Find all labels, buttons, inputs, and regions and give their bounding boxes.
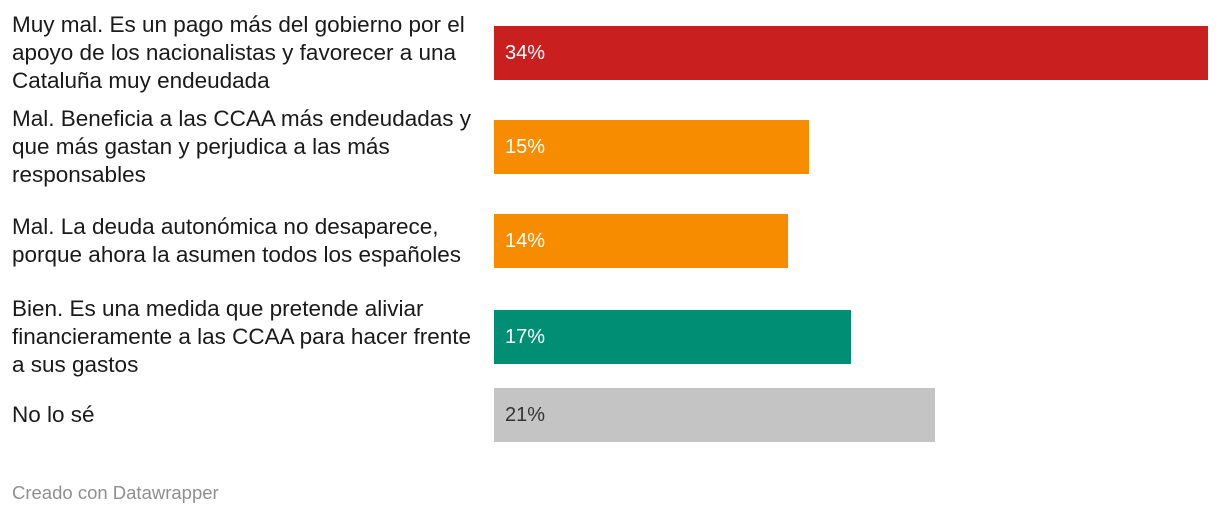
credit-footer: Creado con Datawrapper	[12, 482, 219, 503]
value-label: 15%	[505, 135, 546, 158]
bar-row: Mal. Beneficia a las CCAA más endeudadas…	[0, 106, 1220, 188]
bar: 15%	[494, 120, 809, 174]
category-label: Mal. Beneficia a las CCAA más endeudadas…	[12, 106, 471, 187]
value-label: 17%	[505, 325, 546, 348]
category-label: No lo sé	[12, 402, 95, 427]
bar-row: No lo sé 21%	[0, 374, 1220, 456]
value-label: 34%	[505, 41, 546, 64]
bar-row: Muy mal. Es un pago más del gobierno por…	[0, 12, 1220, 94]
value-label: 14%	[505, 229, 546, 252]
bar-chart: Muy mal. Es un pago más del gobierno por…	[0, 12, 1220, 456]
bar: 14%	[494, 214, 788, 268]
bar: 34%	[494, 26, 1208, 80]
category-label: Mal. La deuda autonómica no desaparece, …	[12, 214, 462, 267]
bar: 21%	[494, 388, 935, 442]
bar-row: Mal. La deuda autonómica no desaparece, …	[0, 200, 1220, 282]
bar: 17%	[494, 310, 851, 364]
bar-row: Bien. Es una medida que pretende aliviar…	[0, 296, 1220, 378]
value-label: 21%	[505, 403, 546, 426]
category-label: Bien. Es una medida que pretende aliviar…	[12, 296, 471, 377]
category-label: Muy mal. Es un pago más del gobierno por…	[12, 12, 465, 93]
